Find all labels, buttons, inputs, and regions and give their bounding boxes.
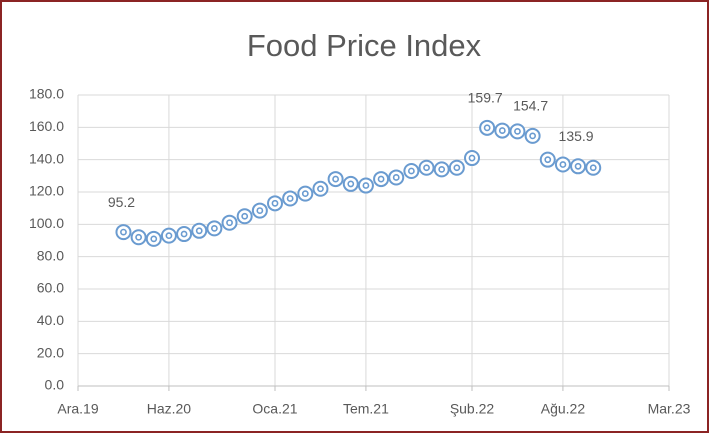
- marker-core: [256, 207, 264, 214]
- marker: [585, 159, 602, 176]
- x-tick-label: Ağu.22: [541, 401, 586, 417]
- y-tick-label: 160.0: [29, 118, 64, 134]
- y-tick-label: 40.0: [37, 312, 64, 328]
- marker: [554, 156, 571, 173]
- y-tick-label: 140.0: [29, 150, 64, 166]
- marker-core: [544, 156, 552, 164]
- marker-core: [377, 175, 385, 183]
- x-tick-label: Mar.23: [648, 401, 691, 417]
- marker-core: [529, 132, 537, 140]
- marker-core: [392, 174, 400, 181]
- marker: [312, 180, 329, 197]
- y-tick-label: 80.0: [37, 247, 64, 263]
- data-label: 159.7: [468, 90, 503, 106]
- marker-core: [120, 228, 127, 236]
- marker-core: [498, 127, 506, 134]
- marker: [221, 214, 238, 231]
- marker: [282, 190, 299, 207]
- y-tick-label: 20.0: [37, 344, 64, 360]
- marker: [297, 185, 314, 202]
- marker: [373, 171, 390, 188]
- marker-core: [135, 233, 143, 241]
- x-tick-label: Haz.20: [147, 401, 192, 417]
- marker: [388, 169, 405, 186]
- marker: [327, 171, 344, 188]
- marker: [342, 175, 359, 192]
- marker-core: [241, 212, 249, 220]
- y-tick-label: 100.0: [29, 215, 64, 231]
- marker: [236, 208, 253, 225]
- marker: [115, 224, 132, 241]
- marker-core: [362, 182, 370, 189]
- marker-core: [180, 230, 188, 238]
- marker-core: [453, 164, 461, 172]
- marker-core: [195, 227, 203, 235]
- y-tick-label: 60.0: [37, 280, 64, 296]
- marker-core: [483, 124, 491, 132]
- marker-core: [589, 164, 597, 172]
- marker: [206, 220, 223, 237]
- marker-core: [317, 185, 324, 193]
- marker: [479, 119, 496, 136]
- marker: [357, 177, 374, 194]
- data-label: 154.7: [513, 98, 548, 114]
- data-label: 95.2: [108, 194, 135, 210]
- marker: [191, 222, 208, 239]
- marker-core: [559, 161, 567, 168]
- marker-core: [438, 165, 446, 173]
- marker-core: [423, 164, 430, 172]
- marker: [509, 123, 526, 140]
- marker: [251, 202, 268, 219]
- marker: [494, 122, 511, 139]
- marker-core: [347, 180, 355, 188]
- marker: [176, 226, 193, 243]
- marker: [145, 230, 162, 247]
- marker-core: [165, 232, 173, 240]
- marker: [267, 195, 283, 212]
- marker-core: [407, 167, 415, 175]
- x-tick-label: Tem.21: [343, 401, 389, 417]
- x-tick-label: Şub.22: [450, 401, 495, 417]
- y-tick-label: 0.0: [45, 377, 65, 393]
- marker: [418, 159, 435, 176]
- marker-core: [574, 162, 582, 170]
- x-tick-label: Oca.21: [252, 401, 297, 417]
- y-tick-label: 120.0: [29, 183, 64, 199]
- marker: [570, 158, 587, 175]
- marker-core: [271, 199, 279, 207]
- marker-core: [514, 127, 521, 135]
- marker: [524, 127, 541, 144]
- x-tick-label: Ara.19: [57, 401, 98, 417]
- marker-core: [301, 190, 309, 198]
- marker-core: [210, 224, 218, 232]
- marker: [433, 161, 450, 178]
- marker-core: [226, 219, 233, 227]
- marker-core: [332, 175, 340, 183]
- marker: [130, 229, 147, 246]
- marker: [539, 151, 556, 168]
- marker: [403, 162, 420, 179]
- marker-core: [150, 235, 158, 243]
- data-label: 135.9: [559, 128, 594, 144]
- marker: [448, 159, 465, 176]
- marker: [464, 150, 480, 167]
- marker-core: [468, 154, 476, 162]
- marker-core: [286, 195, 294, 202]
- marker: [160, 227, 177, 244]
- y-tick-label: 180.0: [29, 86, 64, 102]
- chart-title: Food Price Index: [247, 28, 482, 63]
